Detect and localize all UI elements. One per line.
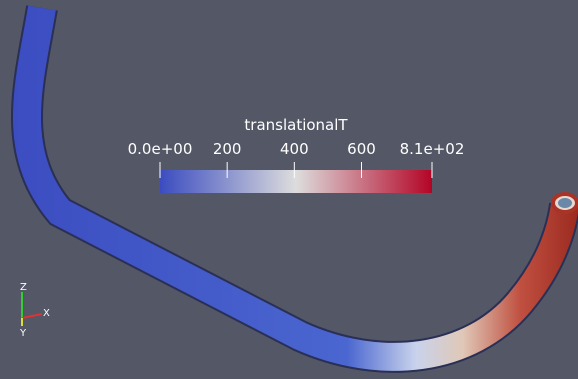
tick-label: 200 xyxy=(213,140,242,158)
tick-label: 0.0e+00 xyxy=(128,140,193,158)
render-view: translationalT Z X Y 0.0e+00 200 400 600 8.1… xyxy=(0,0,578,379)
page: translationalT Z X Y 0.0e+00 200 400 600 8.1… xyxy=(0,0,578,379)
x-label: X xyxy=(43,308,50,319)
tick-label: 8.1e+02 xyxy=(400,140,465,158)
colorbar xyxy=(160,170,432,193)
tick-label: 600 xyxy=(347,140,376,158)
tick-label: 400 xyxy=(280,140,309,158)
pipe-outlet-inner xyxy=(558,198,572,208)
y-label: Y xyxy=(19,328,27,339)
colorbar-title: translationalT xyxy=(244,116,348,134)
z-label: Z xyxy=(20,282,27,293)
